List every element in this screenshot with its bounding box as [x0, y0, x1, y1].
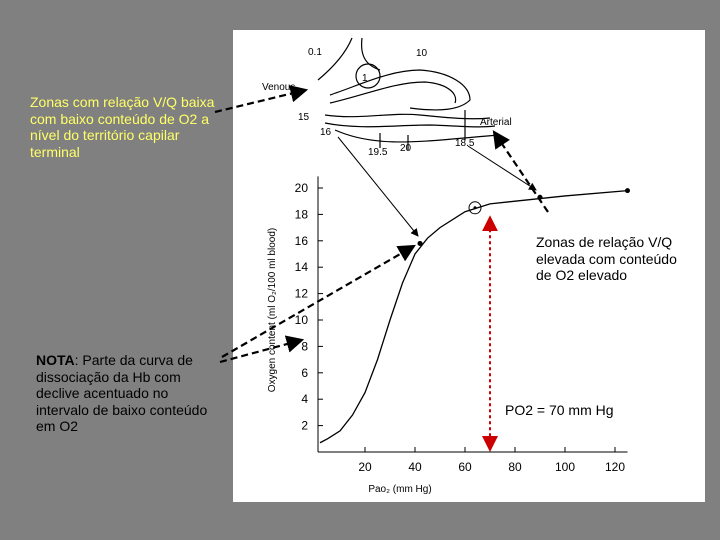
y-tick-label: 2: [301, 419, 308, 433]
figure-background: [233, 30, 705, 502]
diagram-label: 20: [400, 143, 412, 154]
low-vq-note: Zonas com relação V/Q baixa com baixo co…: [30, 94, 215, 160]
y-tick-label: 16: [295, 234, 309, 248]
curve-point: [625, 188, 630, 194]
nota-label: NOTA: [36, 352, 75, 368]
diagram-label: 10: [416, 48, 428, 59]
y-tick-label: 20: [295, 181, 309, 195]
curve: [319, 189, 628, 444]
curve-point: [537, 194, 543, 200]
y-tick-label: 14: [295, 260, 309, 274]
circled-point: [468, 201, 482, 215]
diagram-label: Arterial: [480, 117, 512, 128]
nota-text: : Parte da curva de dissociação da Hb co…: [36, 352, 208, 434]
y-tick-label: 8: [301, 339, 308, 353]
nota: NOTA: Parte da curva de dissociação da H…: [36, 352, 216, 435]
y-tick-label: 4: [301, 392, 308, 406]
y-tick-label: 18: [295, 207, 309, 221]
circled-point-dot: [473, 206, 477, 210]
x-tick-label: 40: [408, 460, 422, 474]
x-tick-label: 80: [508, 460, 522, 474]
diagram-label: 18.5: [455, 138, 475, 149]
diagram-label: 0.1: [308, 47, 322, 58]
x-tick-label: 20: [358, 460, 372, 474]
diagram-label: 19.5: [368, 147, 388, 158]
x-tick-label: 120: [605, 460, 625, 474]
high-vq-note: Zonas de relação V/Q elevada com conteúd…: [536, 234, 677, 283]
y-tick-label: 12: [295, 287, 309, 301]
x-axis-label: Pao₂ (mm Hg): [368, 484, 431, 495]
diagram-label: 1: [362, 73, 368, 84]
curve-point: [417, 240, 423, 246]
diagram-label: 15: [298, 112, 310, 123]
y-tick-label: 10: [295, 313, 309, 327]
y-axis-label: Oxygen content (ml O₂/100 ml blood): [267, 228, 278, 393]
x-tick-label: 100: [555, 460, 575, 474]
diagram-arrows: [337, 136, 537, 237]
lung-diagram: [317, 37, 501, 150]
y-tick-label: 6: [301, 366, 308, 380]
diagram-label: 16: [320, 127, 332, 138]
diagram-label: Venous: [262, 82, 295, 93]
x-tick-label: 60: [458, 460, 472, 474]
reference-label: PO2 = 70 mm Hg: [505, 402, 614, 418]
